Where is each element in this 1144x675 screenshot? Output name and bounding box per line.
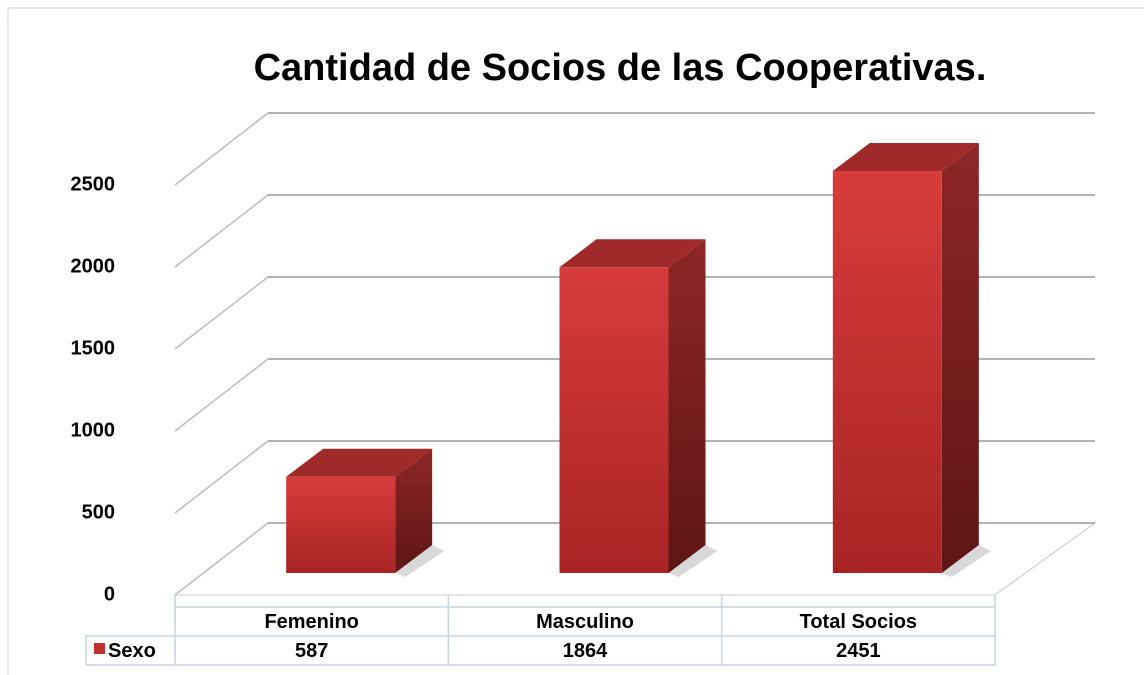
legend-label: Sexo <box>108 640 156 662</box>
table-value: 587 <box>295 640 328 662</box>
bar-side <box>668 239 706 573</box>
grid-line-wall <box>174 194 269 268</box>
bar-top <box>286 448 433 477</box>
table-value: 2451 <box>836 640 881 662</box>
bar-side <box>941 143 979 573</box>
grid-line-wall <box>174 276 269 350</box>
bar-shadow <box>395 545 445 577</box>
chart-title: Cantidad de Socios de las Cooperativas. <box>254 47 987 89</box>
grid-line-wall <box>174 522 269 596</box>
chart-border <box>7 7 1144 675</box>
y-tick-label: 500 <box>82 501 115 523</box>
bar-shadow <box>668 545 718 577</box>
bar-side <box>395 448 433 573</box>
y-tick-label: 1000 <box>71 419 116 441</box>
bar-top <box>559 239 706 268</box>
y-tick-label: 1500 <box>71 337 116 359</box>
x-tick-label: Total Socios <box>800 611 917 633</box>
bar <box>559 267 669 573</box>
bar <box>286 476 396 573</box>
y-tick-label: 2500 <box>71 173 116 195</box>
bar <box>832 171 942 573</box>
x-tick-label: Femenino <box>264 611 358 633</box>
legend-swatch <box>94 643 105 654</box>
grid-line-wall <box>174 440 269 514</box>
grid-line-wall <box>174 358 269 432</box>
y-tick-label: 0 <box>104 583 115 605</box>
bar-top <box>832 143 979 172</box>
y-tick-label: 2000 <box>71 255 116 277</box>
x-tick-label: Masculino <box>536 611 634 633</box>
table-value: 1864 <box>563 640 608 662</box>
grid-line-wall <box>174 112 269 186</box>
bar-shadow <box>941 545 991 577</box>
